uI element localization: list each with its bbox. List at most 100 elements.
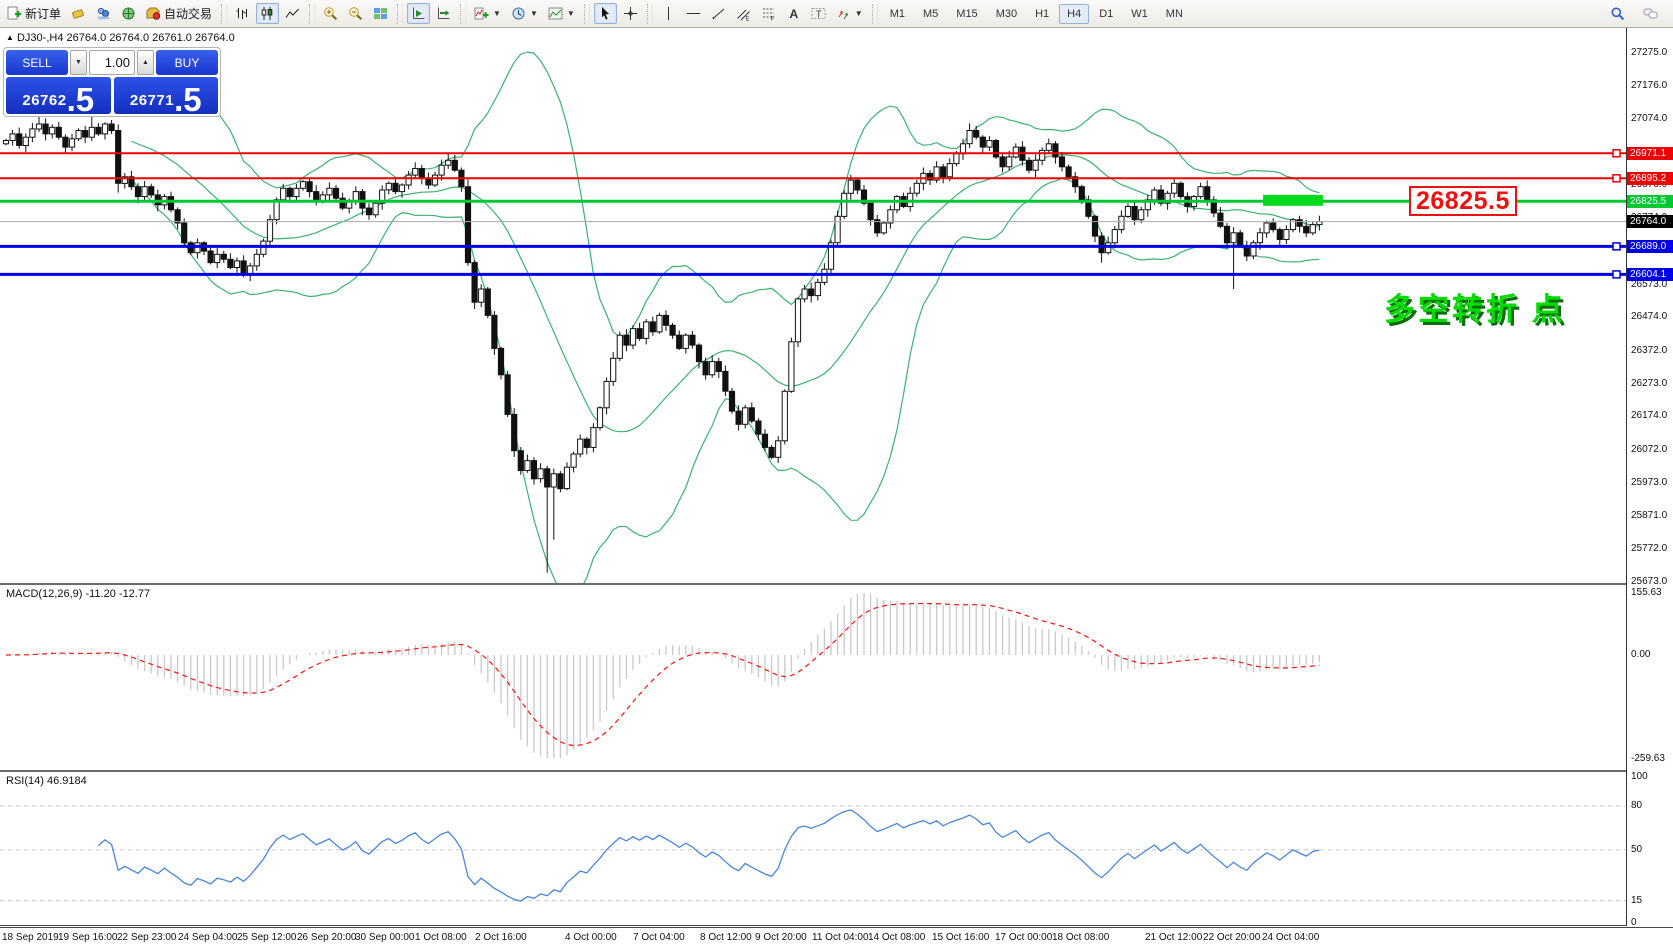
timeframe-m5[interactable]: M5 [923,7,939,20]
timeframe-h4[interactable]: H4 [1059,3,1090,24]
trendline-button[interactable] [707,3,730,24]
time-tick-label: 1 Oct 08:00 [415,932,467,943]
macd-tick-label: 155.63 [1631,587,1662,598]
line-chart-button[interactable] [281,3,304,24]
symbol-ohlc-text: DJ30-,H4 26764.0 26764.0 26761.0 26764.0 [16,32,235,44]
chevron-down-icon[interactable]: ▼ [529,9,538,18]
volume-input[interactable] [89,50,135,75]
search-icon [1611,7,1625,21]
navigator-button[interactable] [117,3,140,24]
chat-button[interactable] [1639,3,1662,24]
periods-button[interactable]: ▼ [507,3,542,24]
crosshair-button[interactable] [619,3,642,24]
indicators-icon [474,7,489,20]
price-line-label: 26604.1 [1627,267,1673,281]
text-icon: A [789,7,798,21]
buy-button[interactable]: BUY [156,50,218,75]
candlestick-chart-button[interactable] [256,3,280,24]
price-axis[interactable]: 27275.027176.027074.026973.026876.026774… [1626,28,1673,928]
horizontal-line-icon [686,13,700,14]
rsi-panel[interactable]: RSI(14) 46.9184 [0,772,1626,926]
timeframe-m15[interactable]: M15 [956,7,978,20]
timeframe-mn[interactable]: MN [1165,7,1183,20]
autotrade-button[interactable]: 自动交易 [142,2,216,25]
cursor-button[interactable] [593,3,617,24]
auto-scroll-button[interactable] [407,3,431,24]
price-tick-label: 26573.0 [1631,278,1668,290]
rsi-tick-label: 100 [1631,771,1648,782]
price-callout-label[interactable]: 26825.5 [1409,186,1517,217]
chevron-down-icon[interactable]: ▼ [566,9,575,18]
time-tick-label: 22 Sep 23:00 [117,932,177,943]
text-button[interactable]: A [782,3,805,24]
volume-decrease-button[interactable]: ▼ [70,50,87,75]
time-tick-label: 30 Sep 00:00 [355,932,415,943]
price-line-label: 26895.2 [1627,171,1673,185]
toolbar-separator [646,3,653,24]
zoom-in-icon [324,7,338,21]
time-tick-label: 2 Oct 16:00 [475,932,527,943]
collapse-arrow-icon[interactable]: ▲ [6,33,14,42]
channel-button[interactable]: E [732,3,755,24]
timeframe-w1[interactable]: W1 [1131,7,1148,20]
indicators-button[interactable]: ▼ [470,3,505,24]
tile-windows-button[interactable] [369,3,392,24]
buy-price[interactable]: 26771.5 [113,77,218,116]
templates-button[interactable]: ▼ [544,3,579,24]
toolbar-separator [871,3,878,24]
timeframe-m30[interactable]: M30 [995,7,1018,20]
timeframe-d1[interactable]: D1 [1099,7,1114,20]
volume-increase-button[interactable]: ▲ [137,50,154,75]
zoom-out-button[interactable] [344,3,367,24]
chevron-down-icon[interactable]: ▼ [854,9,863,18]
time-tick-label: 25 Sep 12:00 [237,932,297,943]
sell-price-fraction: .5 [66,80,95,118]
zoom-in-button[interactable] [319,3,342,24]
search-button[interactable] [1606,3,1629,24]
auto-scroll-icon [413,7,425,19]
turning-point-annotation[interactable]: 多空转折 点 [1384,292,1566,327]
time-axis[interactable]: 18 Sep 2019 19 Sep 16:00 22 Sep 23:00 24 Se… [0,927,1673,948]
periods-icon [512,7,525,20]
timeframe-m1[interactable]: M1 [889,7,905,20]
time-tick-label: 18 Sep 2019 [2,932,59,943]
chart-shift-button[interactable] [432,3,455,24]
eraser-button[interactable] [67,3,90,24]
horizontal-line-button[interactable] [682,3,705,24]
time-tick-label: 18 Oct 08:00 [1052,932,1110,943]
time-tick-label: 7 Oct 04:00 [633,932,685,943]
sell-price[interactable]: 26762.5 [6,77,111,118]
time-tick-label: 8 Oct 12:00 [700,932,752,943]
sell-price-main: 26762 [22,92,67,109]
accounts-button[interactable] [92,3,115,24]
time-tick-label: 9 Oct 20:00 [755,932,807,943]
time-tick-label: 15 Oct 16:00 [932,932,990,943]
price-tick-label: 25973.0 [1631,476,1668,488]
sell-button[interactable]: SELL [6,50,68,75]
price-line-label: 26971.1 [1627,146,1673,160]
arrows-button[interactable]: ▼ [832,3,867,24]
candlestick-chart-icon [261,7,273,20]
timeframe-h1[interactable]: H1 [1035,7,1050,20]
bar-chart-button[interactable] [231,3,254,24]
price-tick-label: 27074.0 [1631,113,1668,125]
fibonacci-button[interactable]: F [757,3,780,24]
svg-text:F: F [770,17,774,22]
templates-icon [548,7,563,20]
chevron-down-icon[interactable]: ▼ [493,9,501,18]
accounts-icon [97,7,110,20]
toolbar-separator [221,3,228,24]
chart-window: ▲ DJ30-,H4 26764.0 26764.0 26761.0 26764… [0,28,1673,948]
price-tick-label: 26273.0 [1631,377,1668,389]
main-chart[interactable]: ▲ DJ30-,H4 26764.0 26764.0 26761.0 26764… [0,28,1626,585]
price-tick-label: 25673.0 [1631,575,1668,587]
macd-tick-label: 0.00 [1631,649,1651,660]
vertical-line-button[interactable] [657,3,680,24]
macd-panel[interactable]: MACD(12,26,9) -11.20 -12.77 [0,585,1626,772]
new-order-icon [7,6,21,20]
toolbar-separator [583,3,590,24]
channel-icon: E [736,9,750,21]
text-label-button[interactable]: T [807,3,830,24]
new-order-button[interactable]: 新订单 [3,2,65,25]
